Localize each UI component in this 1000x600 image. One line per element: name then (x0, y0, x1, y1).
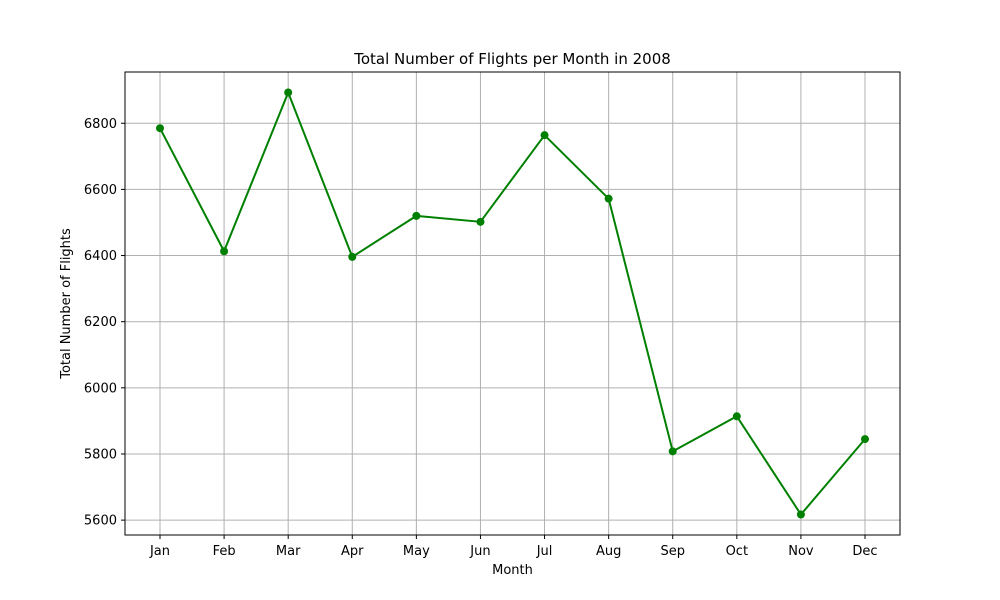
y-tick-label: 6800 (84, 117, 117, 132)
x-axis-ticks: Jan Feb Mar Apr May Jun Jul Aug Sep Oct Nov Dec (149, 535, 878, 559)
y-tick-label: 5600 (84, 514, 117, 529)
data-point-jul (540, 131, 549, 140)
x-tick-label: May (403, 544, 430, 559)
data-point-jun (476, 217, 485, 226)
x-tick-label: Aug (596, 544, 621, 559)
data-point-oct (732, 412, 741, 421)
data-point-apr (348, 252, 357, 261)
x-tick-label: Jun (469, 544, 490, 559)
data-point-jan (156, 124, 164, 133)
data-point-nov (796, 510, 805, 519)
data-point-may (412, 211, 421, 220)
y-tick-label: 6200 (84, 315, 117, 330)
y-axis-label: Total Number of Flights (59, 228, 74, 380)
x-tick-label: Dec (852, 544, 877, 559)
data-point-mar (284, 88, 293, 97)
data-point-aug (604, 194, 613, 203)
data-point-dec (861, 435, 869, 444)
x-tick-label: Oct (726, 544, 748, 559)
plot-frame (124, 71, 901, 536)
y-tick-label: 6400 (84, 249, 117, 264)
chart-title: Total Number of Flights per Month in 200… (353, 50, 671, 68)
x-tick-label: Mar (276, 544, 301, 559)
grid-lines (125, 72, 900, 535)
data-point-feb (220, 247, 229, 256)
y-tick-label: 6000 (84, 381, 117, 396)
x-tick-label: Jan (149, 544, 170, 559)
y-axis-ticks: 5600 5800 6000 6200 6400 6600 6800 (84, 117, 125, 529)
x-tick-label: Feb (213, 544, 236, 559)
y-tick-label: 5800 (84, 447, 117, 462)
x-tick-label: Nov (788, 544, 814, 559)
y-tick-label: 6600 (84, 183, 117, 198)
x-tick-label: Sep (660, 544, 685, 559)
x-axis-label: Month (492, 563, 533, 578)
x-tick-label: Apr (341, 544, 364, 559)
series-group (156, 88, 869, 519)
x-tick-label: Jul (536, 544, 553, 559)
series-line (159, 91, 866, 516)
data-point-sep (668, 447, 677, 456)
